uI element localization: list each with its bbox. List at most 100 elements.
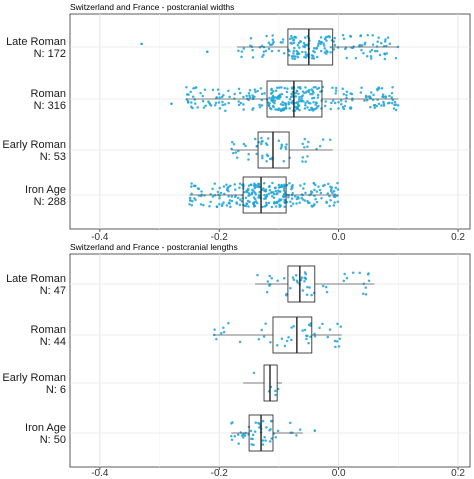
data-point — [255, 152, 258, 156]
data-point — [334, 345, 337, 349]
outlier-point — [313, 429, 317, 432]
data-point — [266, 154, 270, 158]
data-point — [194, 198, 197, 202]
data-point — [297, 100, 301, 103]
data-point — [394, 108, 398, 112]
data-point — [249, 37, 253, 40]
x-tick-label: 0.0 — [332, 232, 346, 243]
data-point — [315, 200, 319, 204]
data-point — [304, 50, 307, 54]
data-point — [269, 440, 272, 443]
data-point — [316, 96, 320, 99]
data-point — [287, 53, 291, 57]
data-point — [276, 429, 280, 433]
data-point — [235, 201, 238, 204]
data-point — [270, 91, 274, 95]
x-tick-label: 0.2 — [451, 468, 465, 479]
group-n-label: N: 172 — [34, 48, 66, 60]
data-point — [304, 56, 308, 59]
data-point — [373, 106, 376, 109]
group-label: Iron Age — [25, 422, 66, 434]
data-point — [213, 182, 217, 185]
data-point — [370, 48, 374, 52]
data-point — [277, 139, 281, 142]
data-point — [376, 87, 379, 91]
data-point — [294, 273, 298, 277]
data-point — [298, 428, 302, 431]
data-point — [294, 195, 297, 198]
data-point — [335, 340, 339, 343]
data-point — [233, 434, 237, 438]
data-point — [372, 93, 375, 97]
data-point — [322, 284, 325, 288]
data-point — [189, 90, 192, 94]
data-point — [213, 328, 216, 331]
data-point — [227, 195, 230, 198]
x-tick-label: -0.4 — [91, 468, 109, 479]
data-point — [280, 145, 283, 148]
data-point — [230, 434, 233, 438]
data-point — [264, 197, 268, 200]
group-label: Early Roman — [2, 372, 66, 384]
data-point — [359, 34, 362, 38]
data-point — [294, 91, 298, 95]
box — [287, 28, 334, 66]
data-point — [237, 49, 240, 52]
data-point — [201, 94, 205, 98]
data-point — [333, 43, 337, 47]
data-point — [239, 198, 242, 201]
data-point — [256, 89, 259, 93]
data-point — [270, 437, 273, 440]
data-point — [381, 95, 384, 98]
data-point — [290, 55, 294, 58]
plot-area — [69, 13, 471, 230]
data-point — [291, 36, 294, 40]
data-point — [333, 339, 337, 343]
data-point — [303, 146, 306, 149]
data-point — [253, 200, 256, 204]
data-point — [316, 44, 320, 47]
data-point — [330, 101, 333, 105]
data-point — [280, 86, 283, 89]
data-point — [241, 436, 245, 439]
data-point — [251, 48, 254, 52]
data-point — [237, 100, 240, 103]
data-point — [332, 189, 336, 193]
data-point — [391, 98, 395, 102]
data-point — [264, 322, 267, 325]
data-point — [218, 197, 221, 200]
data-point — [227, 321, 230, 325]
data-point — [325, 35, 329, 39]
data-point — [304, 101, 307, 105]
data-point — [329, 138, 332, 142]
data-point — [295, 197, 299, 201]
data-point — [299, 40, 302, 43]
data-point — [383, 57, 387, 61]
data-point — [381, 93, 385, 96]
data-point — [312, 101, 315, 104]
data-point — [303, 36, 307, 39]
data-point — [309, 324, 312, 327]
data-point — [276, 97, 279, 100]
data-point — [240, 50, 244, 53]
data-point — [222, 185, 226, 188]
data-point — [312, 96, 316, 100]
data-point — [220, 332, 223, 335]
data-point — [247, 152, 250, 156]
data-point — [263, 189, 266, 193]
data-point — [272, 196, 276, 199]
data-point — [249, 44, 252, 47]
data-point — [237, 149, 240, 153]
data-point — [244, 144, 247, 148]
data-point — [196, 106, 199, 109]
data-point — [218, 96, 221, 99]
data-point — [287, 195, 290, 199]
data-point — [265, 159, 268, 163]
x-tick-label: -0.4 — [91, 232, 109, 243]
data-point — [270, 107, 273, 111]
data-point — [227, 101, 230, 105]
data-point — [289, 421, 292, 425]
data-point — [378, 53, 382, 57]
data-point — [204, 104, 207, 108]
x-tick-label: -0.2 — [211, 468, 229, 479]
